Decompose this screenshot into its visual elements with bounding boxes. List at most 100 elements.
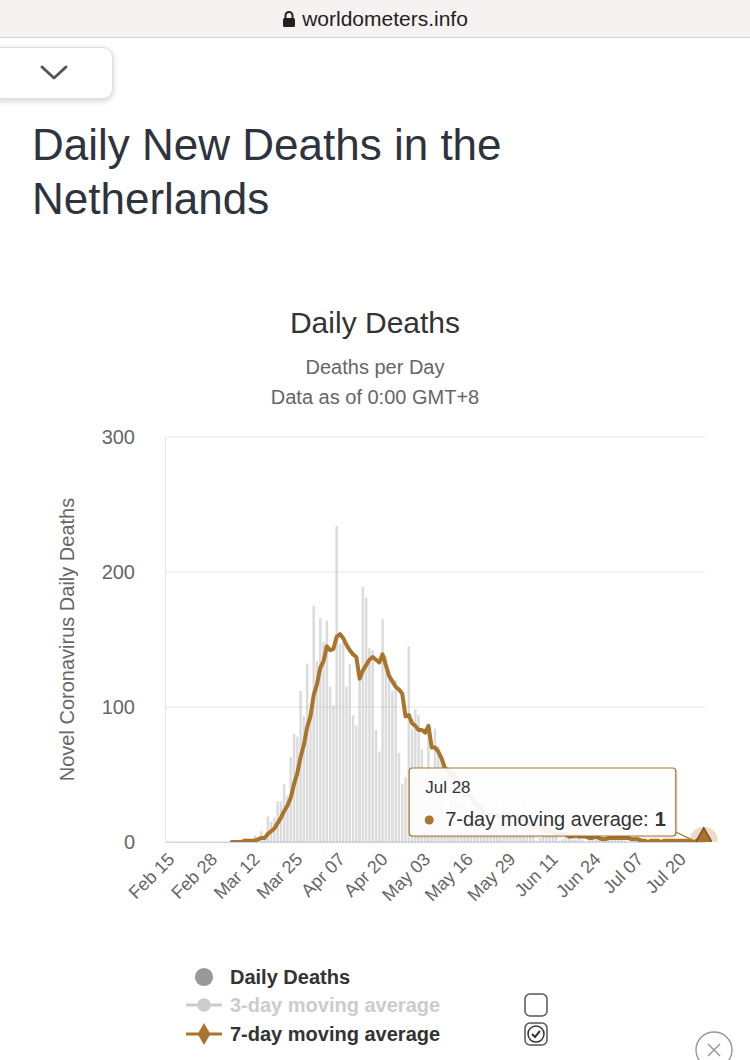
bar (571, 839, 573, 842)
x-tick: Jun 24 (552, 849, 604, 901)
page-heading: Daily New Deaths in the Netherlands (32, 118, 592, 226)
y-tick: 0 (124, 831, 165, 853)
bar (388, 676, 390, 842)
bar (332, 706, 334, 842)
bar (375, 730, 377, 842)
chart-note: Data as of 0:00 GMT+8 (271, 386, 479, 408)
bar (211, 842, 213, 843)
hover-marker (696, 828, 711, 842)
tooltip: Jul 287-day moving average:1 (409, 768, 694, 841)
checkbox-box (525, 1023, 547, 1045)
grid-line (165, 572, 705, 573)
plot-area (231, 526, 718, 842)
close-circle (696, 1032, 732, 1060)
bar (322, 642, 324, 842)
bar (368, 648, 370, 842)
y-tick: 100 (102, 696, 165, 718)
legend-checkbox[interactable] (525, 994, 547, 1016)
legend-item[interactable]: Daily Deaths (195, 966, 350, 988)
x-tick-label: Mar 12 (210, 849, 264, 903)
bar (227, 842, 229, 843)
url-bar: worldometers.info (0, 0, 750, 38)
bar (562, 839, 564, 842)
bar (355, 726, 357, 842)
y-tick: 300 (102, 426, 165, 448)
x-tick-label: Apr 07 (297, 849, 349, 901)
bar (385, 656, 387, 842)
x-tick-label: Feb 28 (167, 849, 221, 903)
tooltip-label: 7-day moving average: (445, 808, 648, 830)
close-button[interactable] (696, 1032, 732, 1060)
x-tick: Mar 12 (210, 849, 264, 903)
bar (296, 737, 298, 842)
bar (371, 650, 373, 842)
grid-line (165, 707, 705, 708)
bar (191, 842, 193, 843)
bar (627, 842, 629, 843)
collapse-tab[interactable] (0, 47, 113, 99)
legend-symbol (197, 998, 210, 1011)
x-tick: Mar 25 (253, 849, 307, 903)
tooltip-pointer (676, 832, 694, 841)
bar (188, 842, 190, 843)
x-tick: May 29 (464, 849, 520, 905)
bar (208, 842, 210, 843)
bar (585, 842, 587, 843)
y-axis-line (165, 438, 166, 843)
legend-checkbox[interactable] (525, 1023, 547, 1045)
bar (378, 752, 380, 842)
legend-label: 3-day moving average (230, 994, 440, 1016)
legend-item[interactable]: 3-day moving average (186, 994, 547, 1016)
bar (267, 816, 269, 842)
bar (601, 842, 603, 843)
url-wrap: worldometers.info (0, 0, 750, 37)
bar (319, 618, 321, 842)
bar (185, 842, 187, 843)
bar (178, 842, 180, 843)
bars (231, 526, 705, 842)
chevron-icon (0, 48, 112, 98)
line (232, 634, 704, 842)
tooltip-value: 1 (655, 808, 666, 830)
y-tick: 200 (102, 561, 165, 583)
bar (404, 777, 406, 842)
y-axis: 0 100 200 300 (102, 426, 166, 853)
legend-symbol (198, 1023, 211, 1045)
legend-item[interactable]: 7-day moving average (186, 1023, 547, 1045)
bar (309, 716, 311, 842)
checkbox-check (532, 1031, 540, 1037)
bar (175, 842, 177, 843)
x-tick-label: Jul 07 (599, 849, 647, 897)
bar (391, 691, 393, 842)
bar (634, 842, 636, 843)
hover-halo (690, 827, 718, 842)
bar (335, 526, 337, 842)
bar (168, 842, 170, 843)
bar (204, 842, 206, 843)
chart-subtitle: Deaths per Day (306, 356, 445, 378)
tooltip-text: 7-day moving average: 1 (445, 808, 666, 830)
chevron (42, 67, 66, 78)
bar (345, 687, 347, 842)
grid (165, 437, 705, 842)
bar (221, 842, 223, 843)
bar (194, 842, 196, 843)
bar (306, 664, 308, 842)
url-text: worldometers.info (302, 7, 468, 31)
bar (362, 587, 364, 842)
bar (312, 606, 314, 842)
legend: Daily Deaths 3-day moving average 7-day mo… (186, 966, 547, 1045)
bar (630, 842, 632, 843)
lock-shackle (286, 12, 293, 18)
bar (539, 838, 541, 842)
y-tick-label: 100 (102, 696, 135, 718)
bar (349, 664, 351, 842)
chart-svg: Daily Deaths Deaths per Day Data as of 0:0… (0, 0, 750, 1060)
bar (401, 784, 403, 842)
bar (358, 677, 360, 842)
lock-body (283, 18, 295, 27)
x-axis: Feb 15Feb 28Mar 12Mar 25Apr 07Apr 20May … (125, 843, 706, 906)
y-tick-label: 200 (102, 561, 135, 583)
bar (198, 842, 200, 843)
lock-icon (282, 10, 296, 28)
